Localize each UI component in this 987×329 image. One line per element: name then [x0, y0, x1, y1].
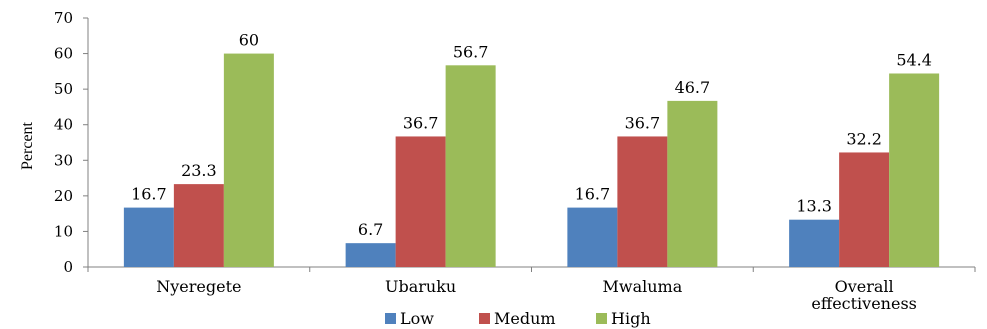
bar	[889, 73, 940, 268]
category-label-line: effectiveness	[811, 294, 917, 313]
data-label: 56.7	[453, 42, 489, 61]
category-label-line: Mwaluma	[603, 277, 683, 296]
data-label: 46.7	[675, 78, 711, 97]
data-label: 36.7	[403, 113, 439, 132]
data-label: 13.3	[796, 197, 832, 216]
bar	[839, 152, 890, 267]
bar	[173, 184, 224, 267]
y-axis: 0 10 20 30 40 50 60 70	[54, 9, 89, 276]
legend-swatch	[596, 313, 607, 324]
category-label: Nyeregete	[156, 277, 241, 296]
legend-label: Low	[400, 309, 434, 328]
bar	[667, 100, 718, 267]
category-label-line: Overall	[835, 277, 894, 296]
bar	[395, 136, 446, 267]
bar	[445, 65, 496, 267]
legend-label: Medum	[494, 309, 556, 328]
bar	[223, 53, 274, 268]
legend-swatch	[479, 313, 490, 324]
y-tick-label: 50	[54, 80, 73, 98]
data-label: 36.7	[625, 113, 661, 132]
bars	[123, 53, 940, 268]
y-tick-label: 40	[54, 116, 73, 134]
bar	[617, 136, 668, 267]
y-tick-label: 0	[63, 258, 73, 276]
data-label: 16.7	[131, 185, 167, 204]
category-label: Mwaluma	[603, 277, 683, 296]
y-axis-label: Percent	[19, 121, 36, 170]
data-label: 16.7	[575, 185, 611, 204]
data-label: 54.4	[896, 50, 932, 69]
legend-swatch	[385, 313, 396, 324]
category-label: Overall effectiveness	[811, 277, 917, 313]
data-label: 60	[239, 31, 259, 50]
legend-label: High	[611, 309, 651, 328]
bar	[789, 219, 840, 267]
category-labels: Nyeregete Ubaruku Mwaluma Overall effectiven…	[156, 277, 917, 313]
legend: Low Medum High	[385, 309, 651, 328]
category-label-line: Ubaruku	[385, 277, 456, 296]
category-label: Ubaruku	[385, 277, 456, 296]
y-tick-label: 30	[54, 151, 73, 169]
y-tick-label: 70	[54, 9, 73, 27]
bar	[345, 243, 396, 267]
y-tick-label: 20	[54, 187, 73, 205]
x-axis	[87, 266, 976, 272]
y-tick-label: 60	[54, 45, 73, 63]
data-labels: 16.7 23.3 60 6.7 36.7 56.7 16.7 36.7 46.7 13.3 32.…	[131, 31, 932, 240]
data-label: 23.3	[181, 161, 217, 180]
category-label-line: Nyeregete	[156, 277, 241, 296]
data-label: 32.2	[846, 129, 882, 148]
y-tick-label: 10	[54, 222, 73, 240]
bar	[123, 207, 174, 267]
data-label: 6.7	[358, 220, 383, 239]
bar	[567, 207, 618, 267]
